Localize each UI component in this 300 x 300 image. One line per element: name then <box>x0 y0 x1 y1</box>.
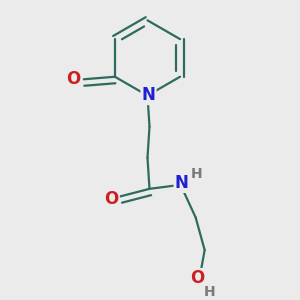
Text: N: N <box>175 174 188 192</box>
Text: H: H <box>191 167 203 181</box>
Text: O: O <box>66 70 80 88</box>
Text: N: N <box>142 86 155 104</box>
Text: O: O <box>104 190 118 208</box>
Text: H: H <box>204 285 215 298</box>
Text: O: O <box>190 269 204 287</box>
